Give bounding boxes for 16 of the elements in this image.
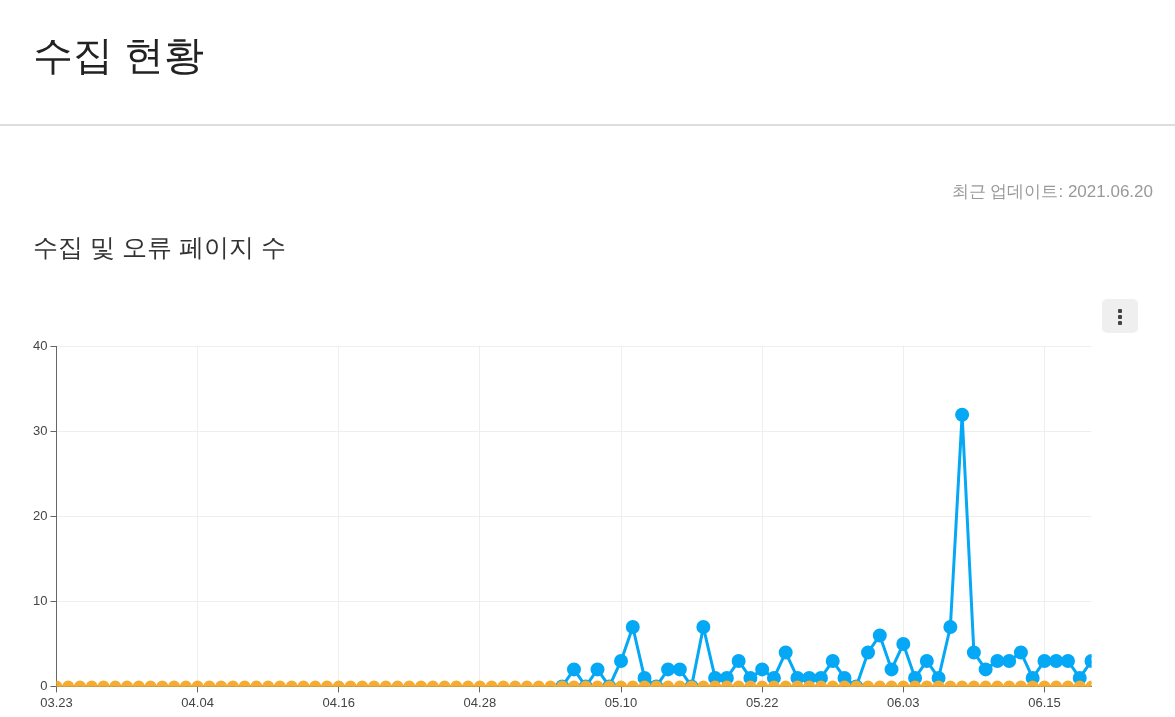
x-tick-label: 06.03 [887,694,920,710]
y-tick-label: 10 [32,593,48,609]
y-tick-label: 20 [32,508,48,524]
y-tick-label: 0 [40,677,48,693]
x-tick-label: 03.23 [40,694,73,710]
x-tick-label: 05.10 [604,694,638,710]
x-tick-label: 05.22 [745,694,779,710]
y-tick-label: 40 [32,338,48,354]
y-tick-label: 30 [32,423,48,439]
x-tick-label: 04.04 [181,694,214,710]
x-tick-label: 06.15 [1028,694,1061,710]
chart-subtitle: 수집 및 오류 페이지 수 [33,232,286,263]
chart-title: 수집 현황 [33,32,205,79]
x-tick-label: 04.28 [463,694,497,710]
x-tick-label: 04.16 [322,694,356,710]
text: 최근 업데이트: 2021.06.20 [951,181,1153,203]
